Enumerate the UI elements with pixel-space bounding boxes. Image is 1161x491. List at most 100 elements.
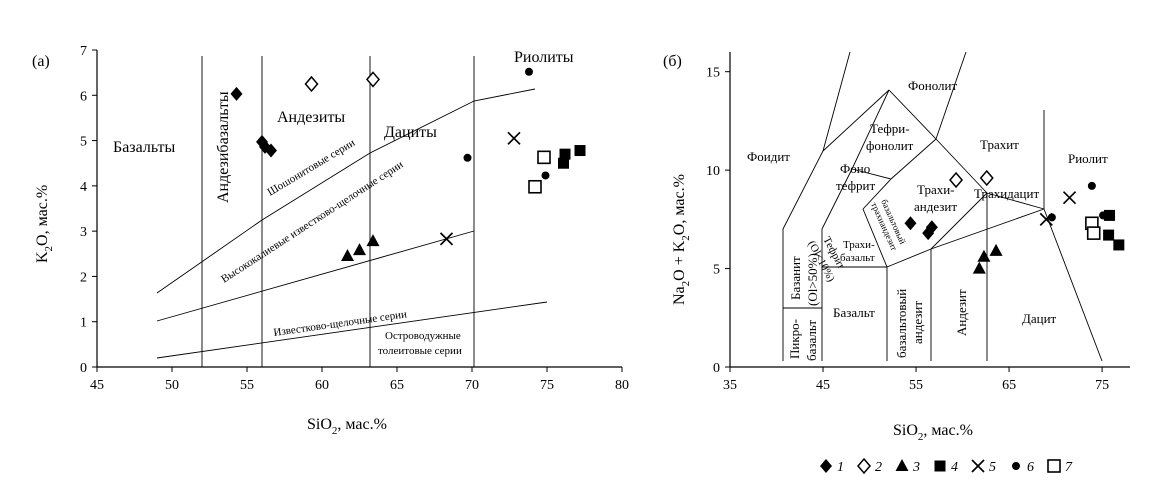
field-label-foidite: Фоидит bbox=[747, 149, 790, 164]
field-label-andesibasalts: Андезибазальты bbox=[215, 91, 232, 203]
panel-a-y-title: K2O, мас.% bbox=[34, 185, 55, 263]
panel-a-point-series-6 bbox=[542, 171, 550, 179]
legend-label-2: 2 bbox=[875, 460, 882, 475]
field-label-phonolite: Фонолит bbox=[908, 78, 958, 93]
field-label-basaltic-andesite-2: андезит bbox=[910, 301, 925, 344]
y-tick-label: 1 bbox=[80, 316, 87, 331]
series-label-island-arc-1: Островодужные bbox=[385, 330, 461, 342]
field-label-rhyolites: Риолиты bbox=[514, 49, 574, 66]
legend-label-1: 1 bbox=[837, 460, 844, 475]
panel-b-point-series-6 bbox=[1048, 213, 1056, 221]
legend-label-7: 7 bbox=[1065, 460, 1073, 475]
field-label-trachydacite: Трахидацит bbox=[974, 186, 1039, 201]
field-label-trachybasalt-1: Трахи- bbox=[843, 239, 875, 251]
field-label-basanite-2: (Ol>50%) bbox=[805, 253, 820, 306]
panel-a-point-series-3 bbox=[367, 234, 380, 246]
panel-b-point-series-4 bbox=[1113, 239, 1124, 250]
panel-a-point-series-5 bbox=[441, 233, 453, 245]
panel-a-point-series-6 bbox=[525, 68, 533, 76]
panel-b-point-series-3 bbox=[977, 250, 990, 262]
field-label-basalt: Базальт bbox=[833, 305, 875, 320]
y-tick-label: 10 bbox=[706, 164, 720, 179]
panel-b-point-series-1 bbox=[904, 216, 916, 230]
legend-marker-6 bbox=[1012, 462, 1020, 470]
panel-a-point-series-6 bbox=[464, 154, 472, 162]
panel-b-x-title: SiO2, мас.% bbox=[893, 422, 973, 443]
panel-b: (б) 35 45 55 65 75 0 5 10 15 bbox=[663, 52, 1130, 443]
field-label-trachyandesite-2: андезит bbox=[914, 199, 957, 214]
x-tick-label: 55 bbox=[909, 378, 923, 393]
legend-marker-4 bbox=[935, 461, 946, 472]
x-tick-label: 65 bbox=[1002, 378, 1016, 393]
panel-b-point-series-6 bbox=[1099, 211, 1107, 219]
panel-a-point-series-7 bbox=[529, 181, 541, 193]
field-label-tephriphonolite-2: фонолит bbox=[866, 138, 914, 153]
y-tick-label: 0 bbox=[713, 361, 720, 376]
panel-b-y-title: Na2O + K2O, мас.% bbox=[671, 174, 692, 305]
y-tick-label: 0 bbox=[80, 361, 87, 376]
x-tick-label: 75 bbox=[1095, 378, 1109, 393]
panel-a-point-series-7 bbox=[538, 151, 550, 163]
y-tick-label: 7 bbox=[80, 44, 87, 59]
panel-a-point-series-4 bbox=[560, 149, 571, 160]
field-label-basanite-1: Базанит bbox=[788, 256, 803, 300]
legend-label-3: 3 bbox=[912, 460, 920, 475]
panel-b-label: (б) bbox=[663, 53, 682, 70]
panel-a-point-series-1 bbox=[231, 87, 243, 101]
series-label-high-k: Высококалиевые известково-щелочные серии bbox=[219, 159, 406, 286]
panel-a-point-series-2 bbox=[367, 72, 379, 86]
y-tick-label: 4 bbox=[80, 180, 87, 195]
panel-b-point-series-7 bbox=[1088, 227, 1100, 239]
panel-b-point-series-6 bbox=[1088, 182, 1096, 190]
panel-a-point-series-4 bbox=[575, 145, 586, 156]
panel-b-point-series-5 bbox=[1064, 192, 1076, 204]
panel-a-point-series-3 bbox=[353, 243, 366, 255]
field-label-dacite: Дацит bbox=[1022, 311, 1057, 326]
panel-a-point-series-5 bbox=[508, 132, 520, 144]
x-tick-label: 35 bbox=[723, 378, 737, 393]
legend-marker-1 bbox=[820, 459, 832, 473]
y-tick-label: 6 bbox=[80, 89, 87, 104]
legend-marker-3 bbox=[896, 459, 909, 471]
panel-a-label: (а) bbox=[32, 53, 50, 70]
field-label-dacites: Дациты bbox=[384, 124, 437, 141]
legend-label-6: 6 bbox=[1027, 460, 1034, 475]
y-tick-label: 5 bbox=[80, 135, 87, 150]
legend-marker-2 bbox=[858, 459, 870, 473]
field-label-trachyte: Трахит bbox=[980, 137, 1019, 152]
figure: (а) 45 50 55 60 65 70 75 8001234567 Базальты Ан… bbox=[0, 0, 1161, 491]
legend-marker-7 bbox=[1048, 460, 1060, 472]
panel-b-point-series-2 bbox=[981, 171, 993, 185]
panel-b-point-series-3 bbox=[973, 262, 986, 274]
y-tick-label: 3 bbox=[80, 225, 87, 240]
panel-a-x-title: SiO2, мас.% bbox=[307, 416, 387, 437]
x-tick-label: 45 bbox=[816, 378, 830, 393]
panel-a: (а) 45 50 55 60 65 70 75 8001234567 Базальты Ан… bbox=[32, 44, 629, 437]
y-tick-label: 5 bbox=[713, 263, 720, 278]
x-tick-label: 60 bbox=[315, 378, 329, 393]
legend-marker-5 bbox=[972, 460, 984, 472]
x-tick-label: 50 bbox=[165, 378, 179, 393]
legend: 1 2 3 4 5 6 7 bbox=[820, 459, 1073, 475]
field-label-andesites: Андезиты bbox=[277, 109, 345, 126]
field-label-picrobasalt-2: базальт bbox=[804, 320, 819, 361]
x-tick-label: 80 bbox=[615, 378, 629, 393]
x-tick-label: 75 bbox=[540, 378, 554, 393]
y-tick-label: 2 bbox=[80, 270, 87, 285]
x-tick-label: 55 bbox=[240, 378, 254, 393]
field-label-phonotephrite-1: Фоно bbox=[840, 161, 870, 176]
field-label-basalts: Базальты bbox=[113, 139, 176, 156]
legend-label-5: 5 bbox=[989, 460, 996, 475]
series-label-island-arc-2: толеитовые серии bbox=[378, 345, 462, 357]
panel-b-point-series-4 bbox=[1103, 230, 1114, 241]
x-tick-label: 65 bbox=[390, 378, 404, 393]
field-label-tephriphonolite-1: Тефри- bbox=[870, 121, 910, 136]
field-label-rhyolite: Риолит bbox=[1068, 151, 1108, 166]
legend-label-4: 4 bbox=[951, 460, 958, 475]
panel-b-point-series-3 bbox=[990, 244, 1003, 256]
field-label-phonotephrite-2: тефрит bbox=[836, 178, 875, 193]
x-tick-label: 70 bbox=[465, 378, 479, 393]
field-label-trachyandesite-1: Трахи- bbox=[917, 182, 955, 197]
panel-a-point-series-3 bbox=[341, 249, 354, 261]
field-label-andesite: Андезит bbox=[954, 289, 969, 336]
